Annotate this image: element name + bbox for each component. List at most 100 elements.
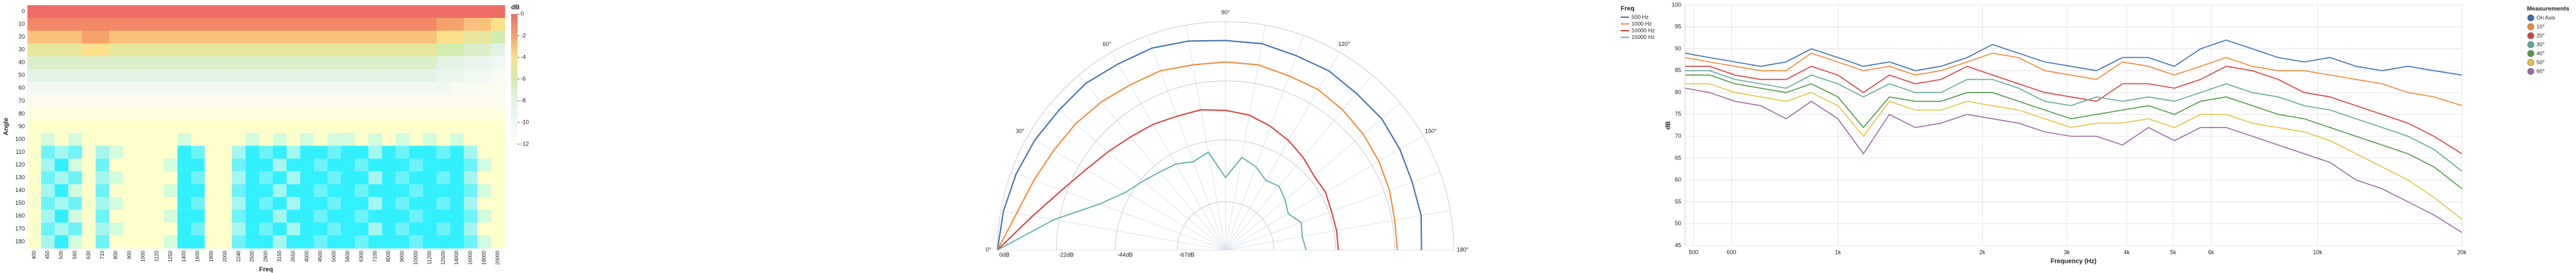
heat-cell xyxy=(354,56,369,70)
heat-cell xyxy=(150,107,164,121)
y-tick-label: 65 xyxy=(1675,154,1681,161)
heat-cell xyxy=(463,133,478,147)
x-tick-label: 900 xyxy=(127,250,133,259)
heat-cell xyxy=(218,133,233,147)
heat-cell xyxy=(232,31,246,44)
heat-cell xyxy=(314,184,328,198)
heat-cell xyxy=(314,18,328,31)
heat-cell xyxy=(437,222,451,236)
heat-cell xyxy=(191,69,205,82)
heat-cell xyxy=(286,5,301,18)
heat-cell xyxy=(382,133,396,147)
heat-cell xyxy=(164,235,178,249)
heat-cell xyxy=(300,18,314,31)
heat-cell xyxy=(122,158,137,172)
x-tick-label: 3k xyxy=(2064,249,2070,255)
heat-cell xyxy=(491,133,505,147)
heat-cell xyxy=(122,18,137,31)
heat-cell xyxy=(54,107,69,121)
heat-cell xyxy=(109,235,124,249)
heat-cell xyxy=(191,120,205,134)
heat-cell xyxy=(232,5,246,18)
heat-cell xyxy=(368,18,382,31)
heat-cell xyxy=(327,196,342,210)
heat-cell xyxy=(245,145,260,159)
heat-cell xyxy=(82,222,96,236)
heat-cell xyxy=(300,235,314,249)
heat-cell xyxy=(477,235,492,249)
heat-cell xyxy=(218,222,233,236)
heat-cell xyxy=(150,82,164,95)
heat-cell xyxy=(96,209,110,223)
heat-cell xyxy=(259,196,273,210)
x-tick-label: 5000 xyxy=(331,250,337,262)
heat-cell xyxy=(164,82,178,95)
heat-cell xyxy=(177,133,192,147)
heat-cell xyxy=(327,107,342,121)
heat-cell xyxy=(423,222,437,236)
heat-cell xyxy=(382,120,396,134)
spoke-line xyxy=(1225,135,1424,251)
heat-cell xyxy=(395,31,410,44)
y-axis-title: Angle xyxy=(3,117,10,135)
heat-cell xyxy=(68,18,83,31)
heat-cell xyxy=(218,56,233,70)
heat-cell xyxy=(245,31,260,44)
heat-cell xyxy=(259,222,273,236)
heat-cell xyxy=(314,158,328,172)
heat-cell xyxy=(286,82,301,95)
heat-cell xyxy=(354,5,369,18)
legend-marker xyxy=(2527,50,2535,57)
heat-cell xyxy=(82,107,96,121)
series-line xyxy=(997,109,1339,251)
heat-cell xyxy=(232,43,246,57)
heat-cell xyxy=(245,184,260,198)
y-tick-label: 80 xyxy=(18,110,25,117)
theta-tick-label: 90° xyxy=(1221,9,1230,15)
heat-cell xyxy=(477,107,492,121)
heat-cell xyxy=(273,43,287,57)
heat-cell xyxy=(68,31,83,44)
heat-cell xyxy=(327,133,342,147)
heat-cell xyxy=(164,184,178,198)
heat-cell xyxy=(437,31,451,44)
heat-cell xyxy=(477,18,492,31)
colorbar-slice xyxy=(511,131,517,134)
heat-cell xyxy=(423,43,437,57)
heat-cell xyxy=(341,56,356,70)
heat-cell xyxy=(314,133,328,147)
heat-cell xyxy=(218,18,233,31)
heat-cell xyxy=(218,82,233,95)
colorbar-slice xyxy=(511,142,517,145)
heat-cell xyxy=(205,69,219,82)
x-tick-label: 560 xyxy=(72,250,78,259)
heat-cell xyxy=(177,5,192,18)
heat-cell xyxy=(423,82,437,95)
x-tick-label: 3150 xyxy=(277,250,282,262)
heat-cell xyxy=(273,158,287,172)
y-axis-title: dB xyxy=(1665,121,1672,129)
heat-cell xyxy=(395,158,410,172)
heat-cell xyxy=(341,196,356,210)
heat-cell xyxy=(150,222,164,236)
heat-cell xyxy=(354,107,369,121)
heat-cell xyxy=(27,145,41,159)
heat-cell xyxy=(477,171,492,185)
heat-cell xyxy=(205,196,219,210)
heat-cell xyxy=(82,235,96,249)
series-line xyxy=(997,61,1398,251)
heat-cell xyxy=(491,196,505,210)
heat-cell xyxy=(232,133,246,147)
heat-cell xyxy=(232,120,246,134)
heat-cell xyxy=(68,94,83,108)
heat-cell xyxy=(136,107,151,121)
heat-cell xyxy=(177,171,192,185)
x-tick-label: 14000 xyxy=(454,250,459,265)
heat-cell xyxy=(300,69,314,82)
heat-cell xyxy=(136,133,151,147)
heat-cell xyxy=(150,94,164,108)
heat-cell xyxy=(109,133,124,147)
heat-cell xyxy=(286,31,301,44)
heat-cell xyxy=(450,43,465,57)
x-tick-label: 10000 xyxy=(413,250,419,265)
